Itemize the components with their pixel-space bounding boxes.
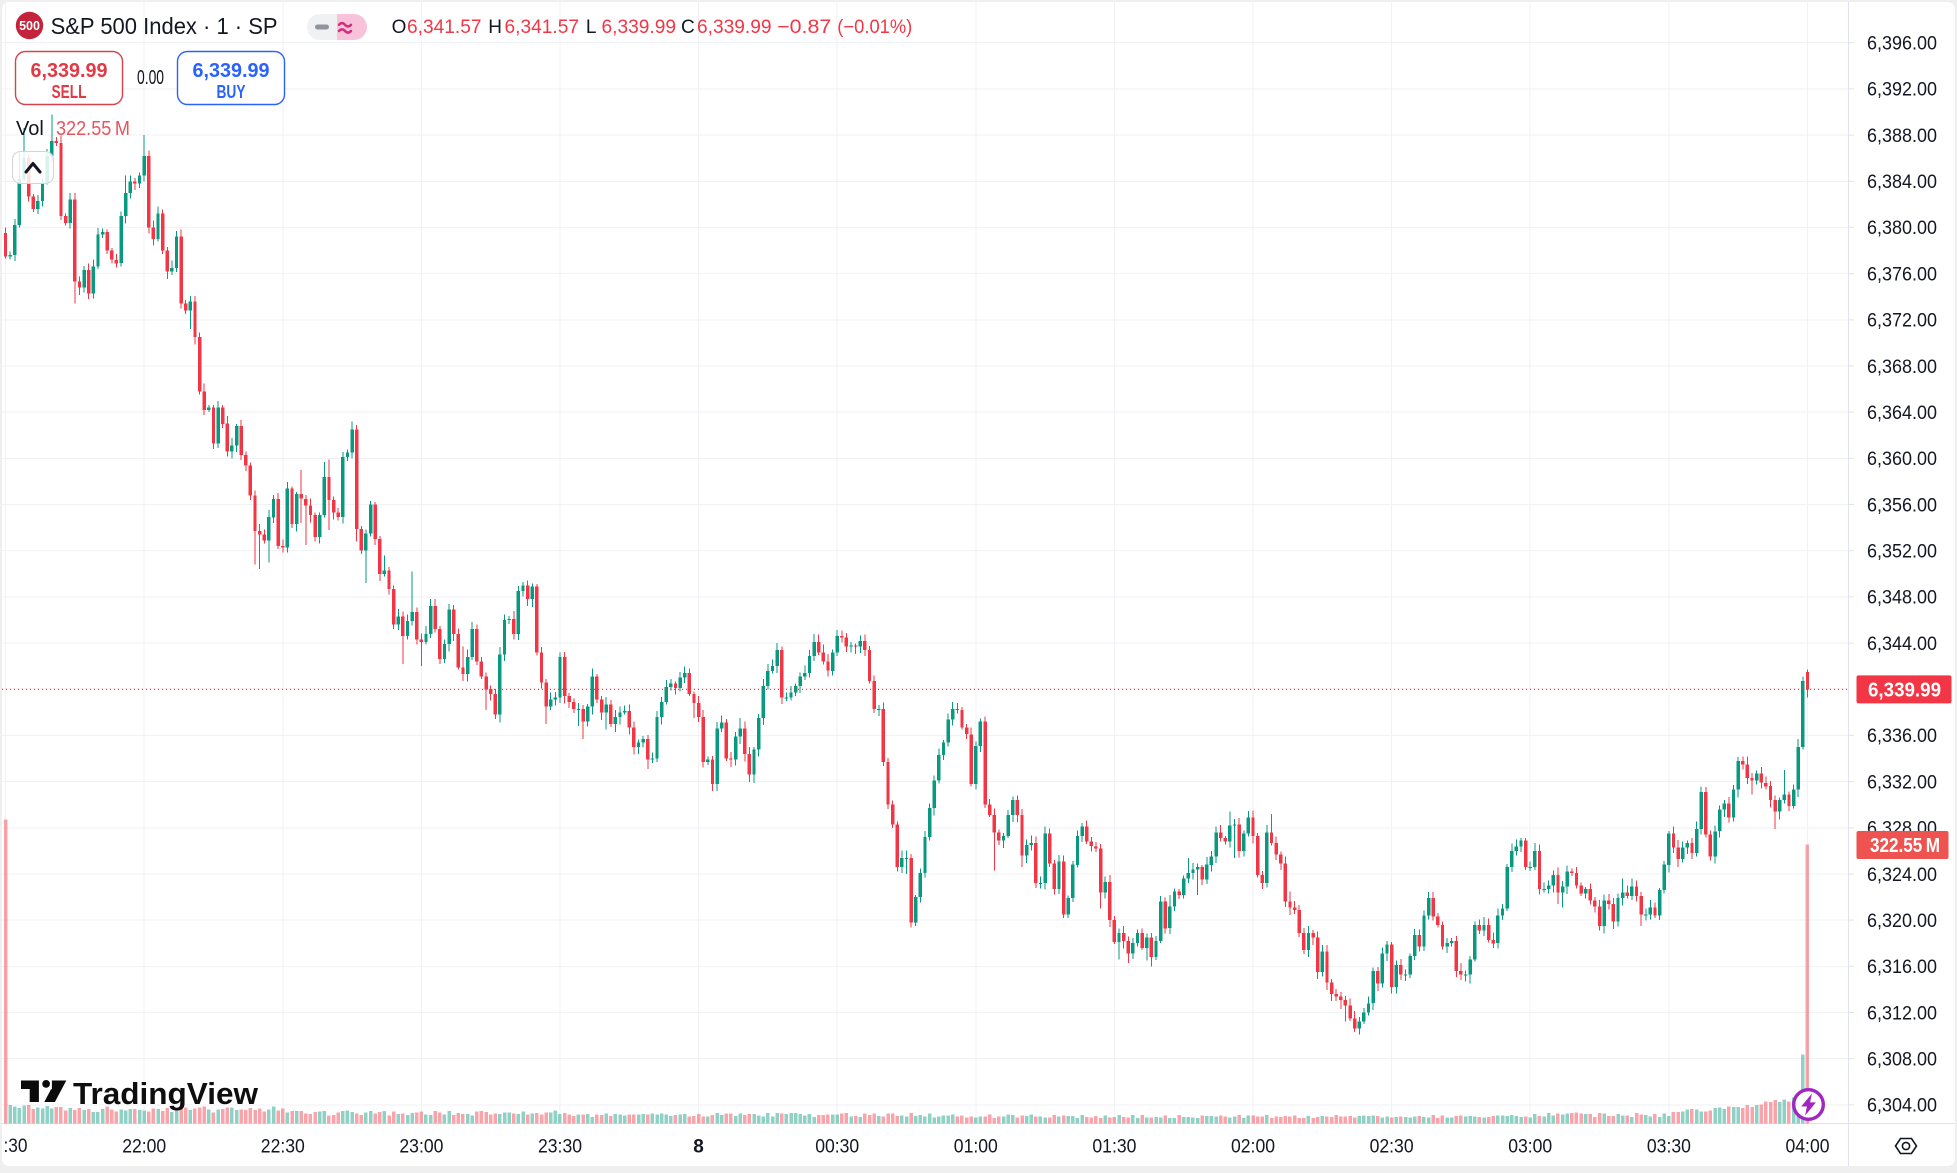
- svg-text:22:30: 22:30: [261, 1137, 305, 1158]
- svg-text:500: 500: [19, 19, 40, 33]
- svg-text:6,308.00: 6,308.00: [1867, 1050, 1937, 1071]
- svg-text:6,392.00: 6,392.00: [1867, 80, 1937, 101]
- svg-text:6,336.00: 6,336.00: [1867, 726, 1937, 747]
- svg-text:H: H: [488, 17, 502, 38]
- svg-text:6,388.00: 6,388.00: [1867, 126, 1937, 147]
- svg-text:Vol: Vol: [16, 118, 44, 140]
- svg-text:6,332.00: 6,332.00: [1867, 772, 1937, 793]
- svg-text:6,339.99: 6,339.99: [1868, 679, 1941, 701]
- svg-text:322.55 M: 322.55 M: [56, 118, 130, 140]
- svg-text:6,341.57: 6,341.57: [407, 17, 482, 38]
- svg-text:6,352.00: 6,352.00: [1867, 542, 1937, 563]
- svg-text:TradingView: TradingView: [73, 1076, 259, 1111]
- svg-text:322.55 M: 322.55 M: [1870, 835, 1940, 857]
- svg-text:6,339.99: 6,339.99: [31, 60, 108, 82]
- svg-text:S&P 500 Index · 1 · SP: S&P 500 Index · 1 · SP: [51, 13, 278, 39]
- svg-text:BUY: BUY: [217, 82, 246, 102]
- svg-text:23:30: 23:30: [538, 1137, 582, 1158]
- svg-text::30: :30: [4, 1136, 28, 1157]
- svg-text:02:00: 02:00: [1231, 1137, 1275, 1158]
- svg-text:O: O: [392, 17, 407, 38]
- svg-text:SELL: SELL: [52, 82, 87, 102]
- svg-text:6,376.00: 6,376.00: [1867, 264, 1937, 285]
- svg-text:22:00: 22:00: [122, 1137, 166, 1158]
- svg-text:6,316.00: 6,316.00: [1867, 957, 1937, 978]
- svg-text:L: L: [586, 17, 597, 38]
- svg-text:6,364.00: 6,364.00: [1867, 403, 1937, 424]
- svg-text:6,368.00: 6,368.00: [1867, 357, 1937, 378]
- svg-text:6,384.00: 6,384.00: [1867, 172, 1937, 193]
- svg-text:6,356.00: 6,356.00: [1867, 495, 1937, 516]
- svg-text:04:00: 04:00: [1786, 1137, 1830, 1158]
- svg-text:6,360.00: 6,360.00: [1867, 449, 1937, 470]
- svg-text:0.00: 0.00: [137, 67, 164, 89]
- svg-text:03:00: 03:00: [1508, 1137, 1552, 1158]
- svg-text:(−0.01%): (−0.01%): [837, 17, 912, 38]
- svg-text:6,344.00: 6,344.00: [1867, 634, 1937, 655]
- svg-text:6,339.99: 6,339.99: [697, 17, 772, 38]
- svg-text:6,304.00: 6,304.00: [1867, 1096, 1937, 1117]
- svg-text:6,396.00: 6,396.00: [1867, 34, 1937, 55]
- svg-text:02:30: 02:30: [1370, 1137, 1414, 1158]
- svg-text:C: C: [681, 17, 695, 38]
- svg-text:6,339.99: 6,339.99: [602, 17, 677, 38]
- svg-text:6,372.00: 6,372.00: [1867, 311, 1937, 332]
- svg-text:6,341.57: 6,341.57: [505, 17, 580, 38]
- svg-text:01:00: 01:00: [954, 1137, 998, 1158]
- svg-text:03:30: 03:30: [1647, 1137, 1691, 1158]
- svg-text:6,348.00: 6,348.00: [1867, 588, 1937, 609]
- svg-text:8: 8: [693, 1137, 704, 1158]
- svg-text:23:00: 23:00: [399, 1137, 443, 1158]
- svg-text:00:30: 00:30: [815, 1137, 859, 1158]
- svg-text:6,339.99: 6,339.99: [193, 60, 270, 82]
- svg-text:6,380.00: 6,380.00: [1867, 218, 1937, 239]
- svg-text:6,320.00: 6,320.00: [1867, 911, 1937, 932]
- svg-text:6,312.00: 6,312.00: [1867, 1003, 1937, 1024]
- svg-text:01:30: 01:30: [1092, 1137, 1136, 1158]
- svg-text:6,324.00: 6,324.00: [1867, 865, 1937, 886]
- svg-text:−0.87: −0.87: [777, 17, 831, 38]
